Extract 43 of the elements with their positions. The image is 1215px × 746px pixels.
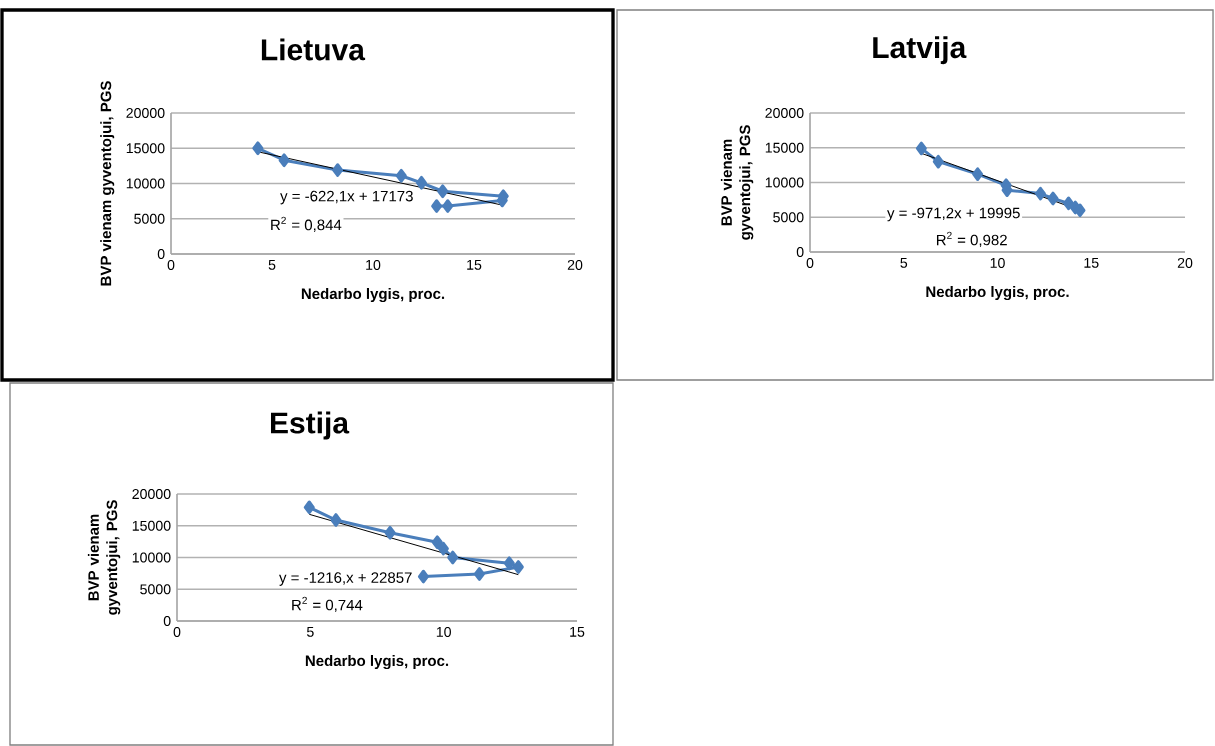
x-tick-label: 15 — [570, 626, 585, 637]
y-tick-label: 10000 — [132, 552, 171, 563]
annotation: y = -971,2x + 19995 — [887, 207, 1020, 222]
x-tick-label: 10 — [366, 259, 381, 270]
x-tick-label: 10 — [436, 626, 451, 637]
y-tick-label: 15000 — [765, 142, 804, 153]
y-axis-title: BVP vienam gyventojui, PGS — [87, 500, 121, 615]
x-tick-label: 20 — [567, 259, 583, 270]
x-tick-label: 15 — [1084, 257, 1099, 268]
chart-title: Lietuva — [261, 38, 366, 61]
y-tick-label: 0 — [157, 248, 165, 259]
x-axis-title: Nedarbo lygis, proc. — [305, 655, 449, 670]
y-tick-label: 5000 — [773, 212, 804, 223]
chart-title: Latvija — [873, 36, 967, 65]
y-tick-label: 15000 — [132, 520, 171, 531]
y-tick-label: 20000 — [132, 489, 171, 500]
x-tick-label: 5 — [900, 257, 908, 268]
x-tick-label: 0 — [806, 257, 814, 268]
y-tick-label: 20000 — [126, 107, 165, 118]
y-tick-label: 0 — [796, 246, 804, 257]
x-axis-title: Nedarbo lygis, proc. — [926, 286, 1069, 301]
y-tick-label: 5000 — [134, 213, 165, 224]
x-tick-label: 10 — [990, 257, 1005, 268]
y-tick-label: 10000 — [765, 177, 804, 188]
x-tick-label: 0 — [173, 626, 181, 637]
chart-title: Estija — [270, 411, 350, 440]
annotation: R$^{2}$ = 0,744 — [292, 596, 363, 613]
x-tick-label: 5 — [306, 626, 314, 637]
y-tick-label: 20000 — [765, 107, 804, 118]
y-tick-label: 5000 — [140, 584, 171, 595]
x-tick-label: 15 — [467, 259, 482, 270]
y-tick-label: 10000 — [126, 178, 165, 189]
x-axis-title: Nedarbo lygis, proc. — [301, 288, 445, 303]
annotation: R$^{2}$ = 0,982 — [936, 231, 1007, 248]
annotation: y = -1216,x + 22857 — [279, 572, 412, 586]
y-tick-label: 15000 — [126, 143, 165, 154]
y-tick-label: 0 — [163, 616, 171, 627]
x-tick-label: 20 — [1177, 257, 1193, 268]
y-axis-title: BVP vienam gyventojui, PGS — [720, 125, 754, 240]
annotation: y = -622,1x + 17173 — [280, 190, 413, 205]
annotation: R$^{2}$ = 0,844 — [271, 216, 342, 233]
y-axis-title: BVP vienam gyventojui, PGS — [100, 81, 115, 286]
x-tick-label: 5 — [268, 259, 276, 270]
